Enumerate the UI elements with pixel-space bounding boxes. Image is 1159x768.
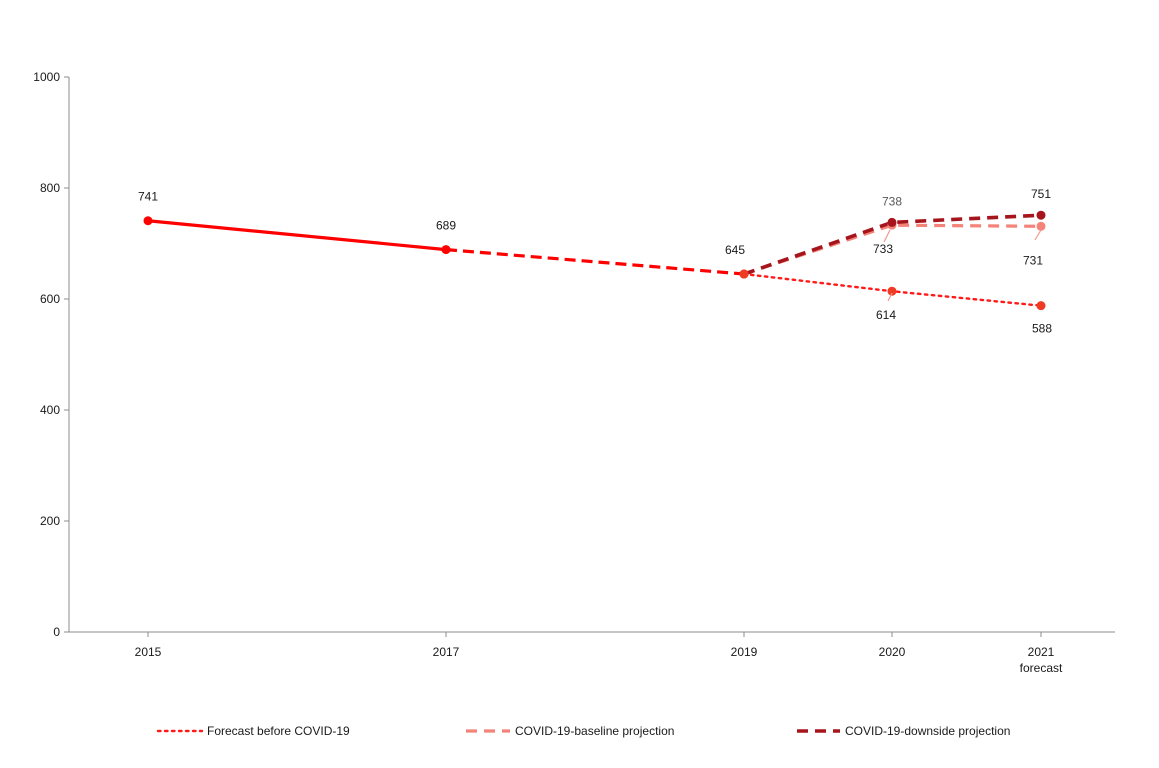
baseline-label-leader	[883, 229, 891, 243]
junction-point-marker	[739, 269, 749, 279]
x-tick-sublabel: forecast	[1020, 661, 1063, 675]
x-tick-label: 2019	[731, 645, 758, 659]
downside-series-line	[743, 213, 1042, 276]
downside-point-marker	[887, 217, 897, 227]
y-tick-label: 200	[40, 514, 60, 528]
historical-data-label: 689	[436, 219, 456, 233]
historical-data-label: 741	[138, 190, 158, 204]
downside-data-label: 751	[1031, 187, 1051, 201]
legend-item-forecast: Forecast before COVID-19	[156, 724, 350, 738]
legend-label: COVID-19-downside projection	[845, 724, 1010, 738]
x-tick-label: 2017	[433, 645, 460, 659]
downside-data-label: 738	[882, 194, 902, 208]
axes: 0 200 400 600 800 1000 2015 2017 2019 2020 2021 for…	[33, 70, 1115, 675]
legend: Forecast before COVID-19 COVID-19-baselin…	[156, 724, 1010, 738]
y-tick-label: 0	[53, 625, 60, 639]
y-tick-label: 1000	[33, 70, 60, 84]
forecast-data-label: 614	[876, 308, 896, 322]
downside-point-marker	[1036, 210, 1046, 220]
baseline-data-label: 731	[1023, 253, 1043, 267]
data-markers	[143, 210, 1046, 311]
x-tick-label: 2015	[135, 645, 162, 659]
legend-item-downside: COVID-19-downside projection	[797, 724, 1010, 738]
y-tick-label: 800	[40, 181, 60, 195]
x-tick-label: 2021	[1028, 645, 1055, 659]
forecast-data-label: 588	[1032, 322, 1052, 336]
legend-item-baseline: COVID-19-baseline projection	[466, 724, 674, 738]
historical-point-marker	[441, 245, 451, 255]
x-tick-label: 2020	[879, 645, 906, 659]
forecast-point-marker	[887, 286, 897, 296]
historical-data-label: 645	[725, 243, 745, 257]
legend-label: COVID-19-baseline projection	[515, 724, 674, 738]
data-labels: 741 689 645 614 588 733 731 738 751	[138, 187, 1052, 335]
y-tick-label: 400	[40, 403, 60, 417]
baseline-label-leader	[1034, 229, 1042, 241]
legend-label: Forecast before COVID-19	[207, 724, 350, 738]
baseline-point-marker	[1036, 221, 1046, 231]
historical-solid-line	[147, 219, 447, 252]
baseline-series-line	[743, 223, 1042, 276]
baseline-data-label: 733	[873, 242, 893, 256]
y-tick-label: 600	[40, 292, 60, 306]
forecast-label-leader	[887, 292, 893, 302]
forecast-point-marker	[1036, 301, 1046, 311]
historical-point-marker	[143, 216, 153, 226]
